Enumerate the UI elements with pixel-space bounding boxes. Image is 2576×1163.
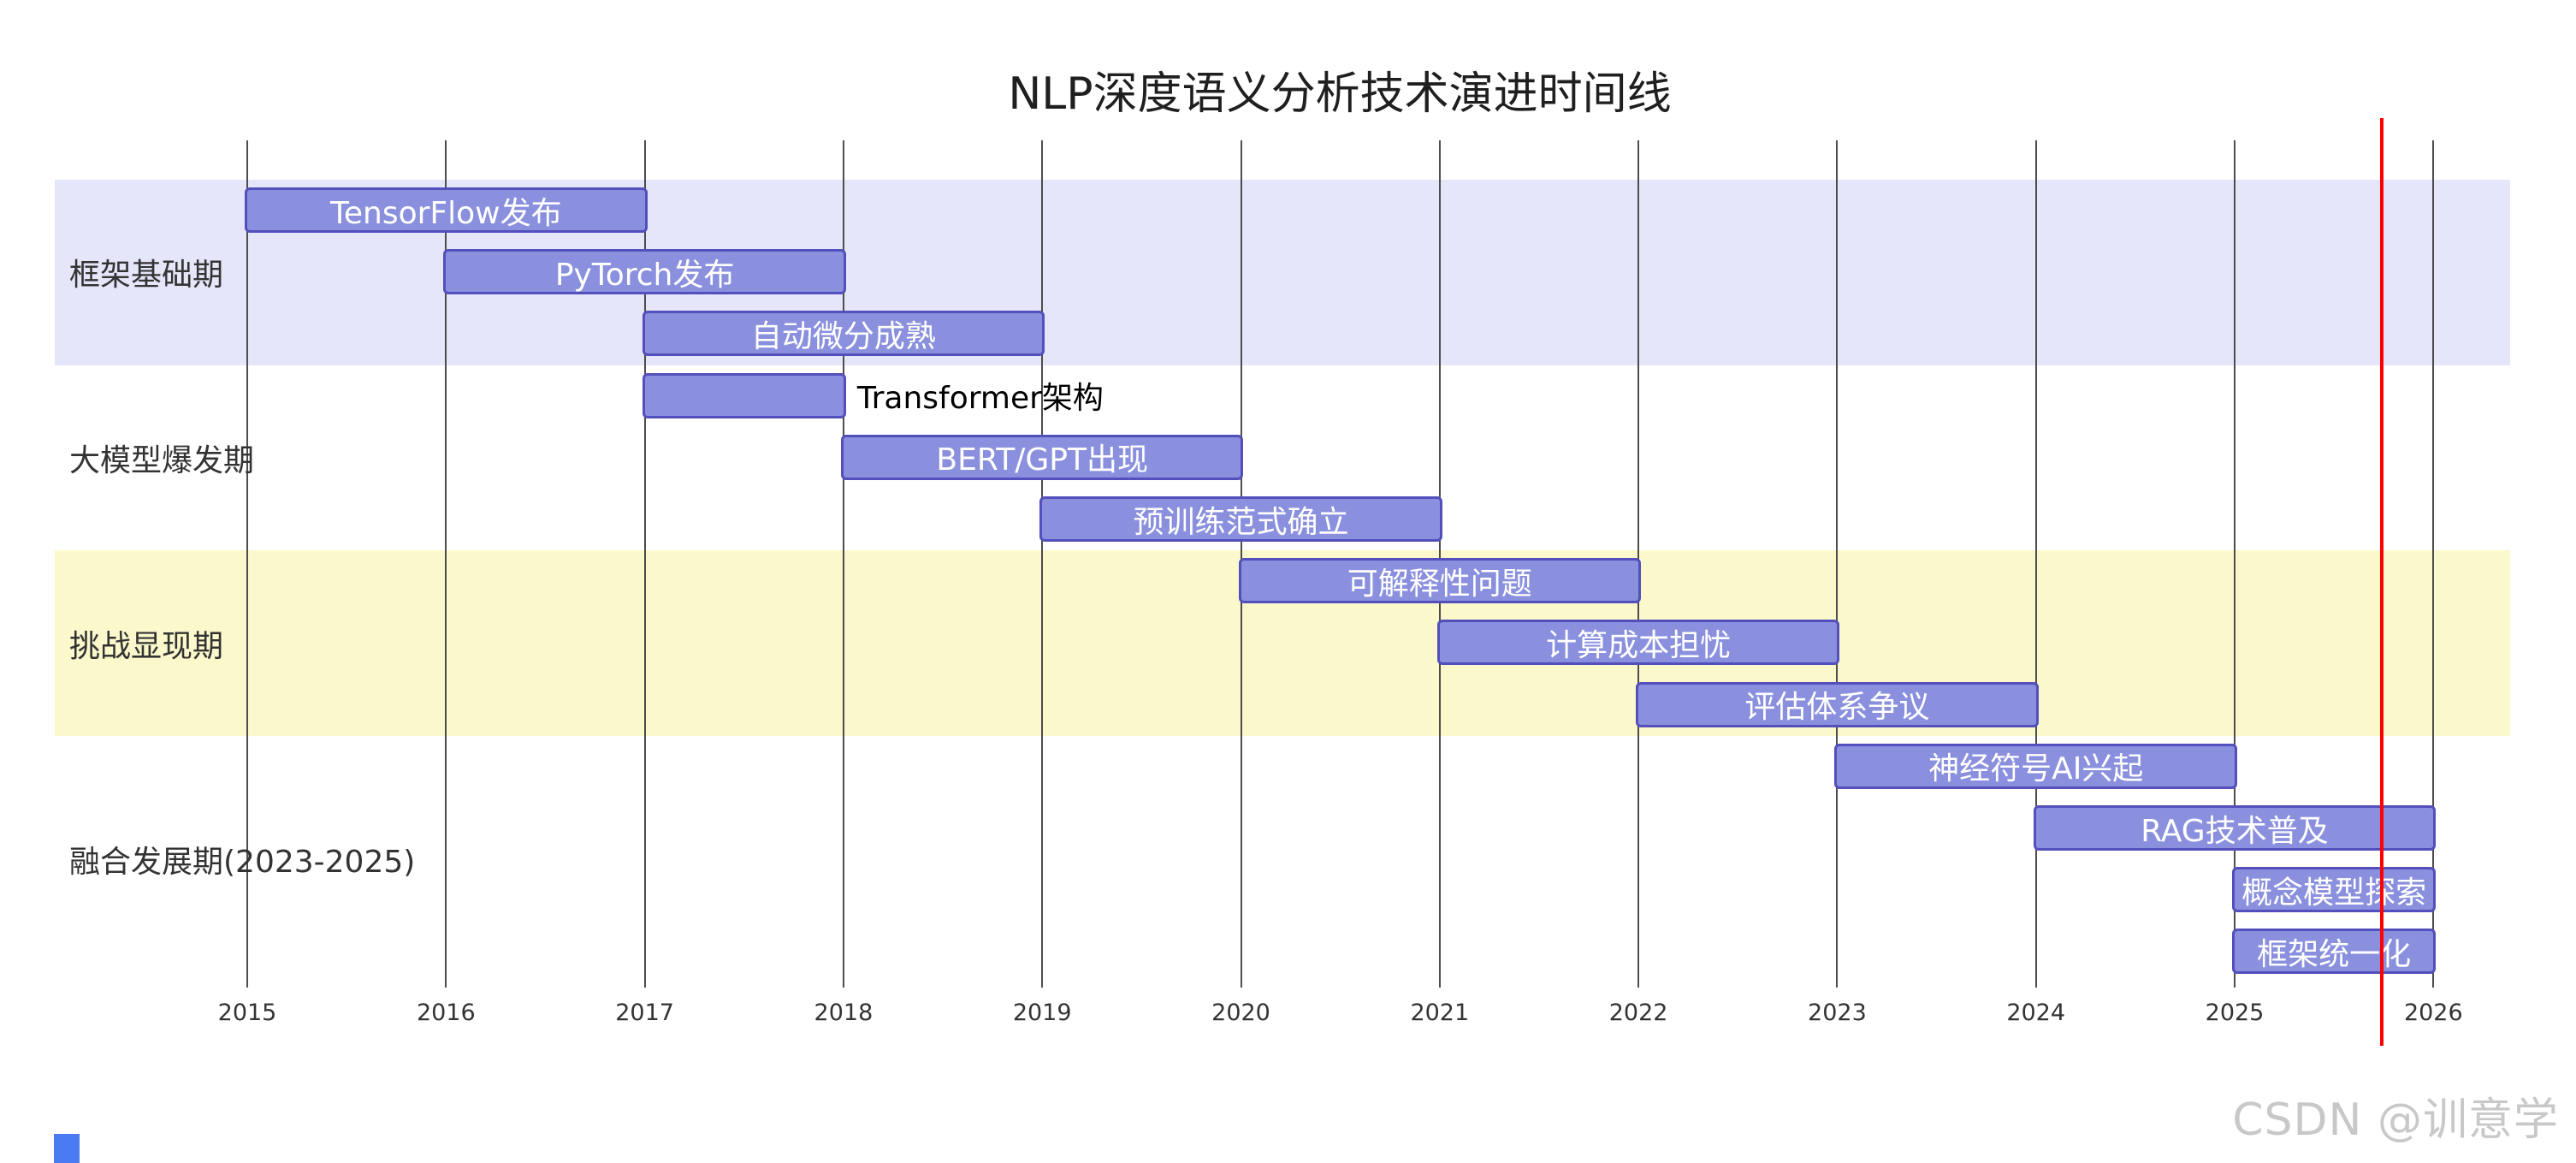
grid-line xyxy=(2034,140,2037,988)
task-label: 可解释性问题 xyxy=(1347,566,1532,602)
section-label: 框架基础期 xyxy=(69,258,224,294)
task-bar: 预训练范式确立 xyxy=(1039,496,1442,542)
task-label: 神经符号AI兴起 xyxy=(1928,751,2144,787)
axis-tick-label: 2023 xyxy=(1808,1000,1867,1026)
axis-tick-label: 2018 xyxy=(814,1000,873,1026)
grid-line xyxy=(2432,140,2435,988)
axis-tick-label: 2021 xyxy=(1410,1000,1470,1026)
grid-line xyxy=(842,140,844,988)
axis-tick-label: 2017 xyxy=(615,1000,674,1026)
axis-tick-label: 2022 xyxy=(1608,1000,1668,1026)
task-bar: 概念模型探索 xyxy=(2232,867,2437,913)
task-bar: TensorFlow发布 xyxy=(245,187,648,233)
grid-line xyxy=(643,140,646,988)
corner-blue-fragment-icon xyxy=(54,1134,80,1163)
task-bar: PyTorch发布 xyxy=(443,249,846,295)
task-label: 评估体系争议 xyxy=(1744,690,1930,726)
axis-tick-label: 2024 xyxy=(2006,1000,2066,1026)
grid-line xyxy=(2234,140,2235,988)
today-marker-line xyxy=(2379,118,2384,1046)
task-bar: RAG技术普及 xyxy=(2033,805,2437,851)
task-label: 框架统一化 xyxy=(2257,936,2412,972)
task-bar: 可解释性问题 xyxy=(1238,558,1642,604)
grid-line xyxy=(1836,140,1839,988)
grid-line xyxy=(1041,140,1044,988)
chart-title: NLP深度语义分析技术演进时间线 xyxy=(1008,68,1672,120)
task-label: TensorFlow发布 xyxy=(329,195,562,231)
axis-tick-label: 2016 xyxy=(416,1000,476,1026)
task-bar: 评估体系争议 xyxy=(1636,681,2039,727)
axis-tick-label: 2020 xyxy=(1211,1000,1270,1026)
task-label: Transformer架构 xyxy=(856,381,1104,417)
axis-tick-label: 2019 xyxy=(1012,1000,1072,1026)
task-bar: 计算成本担忧 xyxy=(1436,620,1840,666)
axis-tick-label: 2026 xyxy=(2403,1000,2463,1026)
watermark: CSDN @训意学 xyxy=(2232,1095,2559,1146)
task-label: RAG技术普及 xyxy=(2141,813,2329,849)
task-label: PyTorch发布 xyxy=(554,257,735,293)
grid-line xyxy=(445,140,447,988)
axis-tick-label: 2025 xyxy=(2205,1000,2265,1026)
section-label: 融合发展期(2023-2025) xyxy=(69,845,416,881)
task-bar xyxy=(642,372,846,418)
task-label: 自动微分成熟 xyxy=(750,318,936,354)
task-label: BERT/GPT出现 xyxy=(936,442,1148,478)
grid-line xyxy=(246,140,248,988)
task-label: 概念模型探索 xyxy=(2241,875,2427,911)
axis-tick-label: 2015 xyxy=(217,1000,277,1026)
task-bar: 框架统一化 xyxy=(2232,929,2437,975)
section-label: 挑战显现期 xyxy=(69,628,224,664)
section-label: 大模型爆发期 xyxy=(69,442,255,478)
task-bar: BERT/GPT出现 xyxy=(840,434,1244,480)
task-label: 预训练范式确立 xyxy=(1133,504,1349,540)
task-bar: 神经符号AI兴起 xyxy=(1834,743,2237,789)
task-label: 计算成本担忧 xyxy=(1546,627,1732,663)
task-bar: 自动微分成熟 xyxy=(642,311,1045,357)
